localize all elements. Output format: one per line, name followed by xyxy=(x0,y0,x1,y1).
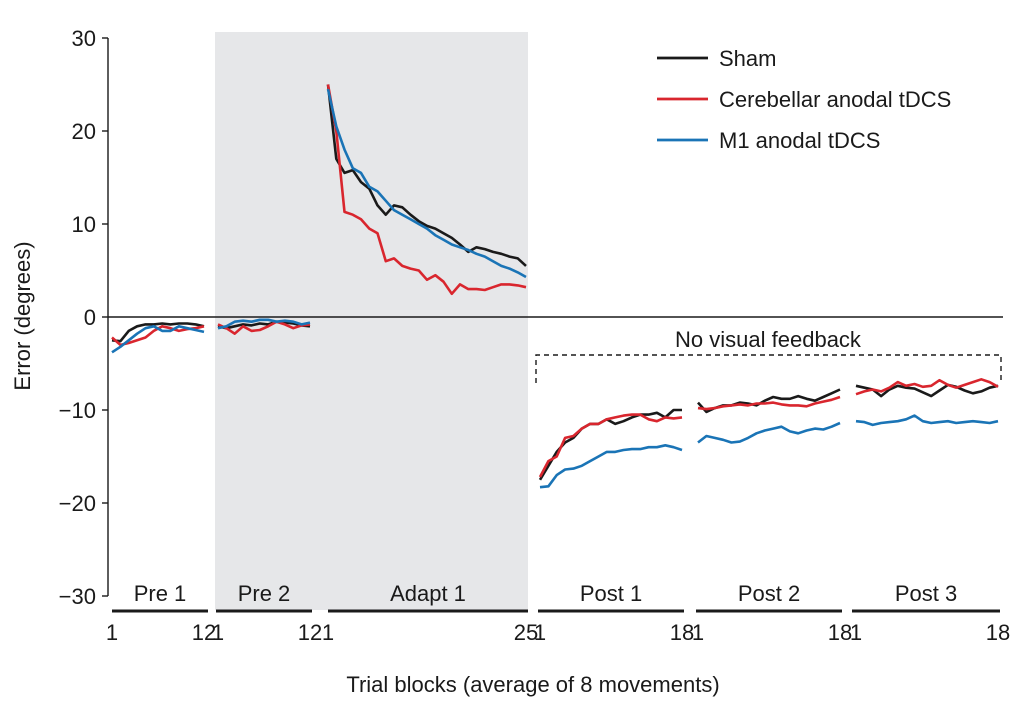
y-tick-label: 20 xyxy=(72,119,96,144)
x-tick-label: 1 xyxy=(322,620,334,645)
phase-label: Pre 1 xyxy=(134,581,187,606)
x-tick-label: 1 xyxy=(534,620,546,645)
phase-label: Post 1 xyxy=(580,581,642,606)
y-axis-label: Error (degrees) xyxy=(10,241,35,390)
series-line-cerebellar-anodal-tdcs-post-2 xyxy=(697,395,841,411)
legend-label: M1 anodal tDCS xyxy=(719,128,880,153)
series-line-m1-anodal-tdcs-pre-1 xyxy=(111,324,205,354)
x-axis-label: Trial blocks (average of 8 movements) xyxy=(346,672,719,697)
phase-label: Pre 2 xyxy=(238,581,291,606)
x-tick-label: 25 xyxy=(514,620,538,645)
x-tick-label: 18 xyxy=(986,620,1010,645)
x-tick-label: 18 xyxy=(670,620,694,645)
x-tick-label: 18 xyxy=(828,620,852,645)
series-line-cerebellar-anodal-tdcs-post-1 xyxy=(538,413,683,478)
phase-label: Adapt 1 xyxy=(390,581,466,606)
series-line-m1-anodal-tdcs-post-1 xyxy=(539,443,683,489)
series-line-m1-anodal-tdcs-post-3 xyxy=(855,414,999,427)
x-tick-label: 12 xyxy=(192,620,216,645)
series-line-m1-anodal-tdcs-adapt-1 xyxy=(326,88,527,279)
series-line-m1-anodal-tdcs-post-2 xyxy=(697,421,841,444)
legend: Sham Cerebellar anodal tDCS M1 anodal tDCS xyxy=(657,46,951,153)
legend-label: Cerebellar anodal tDCS xyxy=(719,87,951,112)
legend-label: Sham xyxy=(719,46,776,71)
annotation-bracket xyxy=(535,354,1002,383)
y-tick-label: 0 xyxy=(84,305,96,330)
phase-label: Post 3 xyxy=(895,581,957,606)
no-feedback-annotation: No visual feedback xyxy=(535,327,1002,383)
series-line-sham-pre-1 xyxy=(111,322,205,343)
annotation-text: No visual feedback xyxy=(675,327,862,352)
series-line-cerebellar-anodal-tdcs-post-3 xyxy=(855,377,999,396)
series-line-cerebellar-anodal-tdcs-pre-2 xyxy=(217,320,311,336)
x-tick-label: 1 xyxy=(212,620,224,645)
x-tick-label: 1 xyxy=(106,620,118,645)
y-axis: 30 20 10 0 −10 −20 −30 xyxy=(59,26,109,609)
x-tick-label: 1 xyxy=(850,620,862,645)
y-tick-label: −20 xyxy=(59,491,96,516)
series-line-sham-pre-2 xyxy=(217,320,311,330)
phase-label: Post 2 xyxy=(738,581,800,606)
series-line-sham-post-2 xyxy=(697,388,841,414)
y-tick-label: 10 xyxy=(72,212,96,237)
series-group xyxy=(111,84,999,489)
x-tick-label: 12 xyxy=(298,620,322,645)
y-tick-label: −30 xyxy=(59,584,96,609)
series-line-sham-post-3 xyxy=(855,383,999,398)
x-tick-label: 1 xyxy=(692,620,704,645)
series-line-m1-anodal-tdcs-pre-2 xyxy=(217,318,311,330)
y-tick-label: 30 xyxy=(72,26,96,51)
series-line-cerebellar-anodal-tdcs-adapt-1 xyxy=(326,84,527,296)
series-line-sham-adapt-1 xyxy=(326,84,527,267)
y-tick-label: −10 xyxy=(59,398,96,423)
